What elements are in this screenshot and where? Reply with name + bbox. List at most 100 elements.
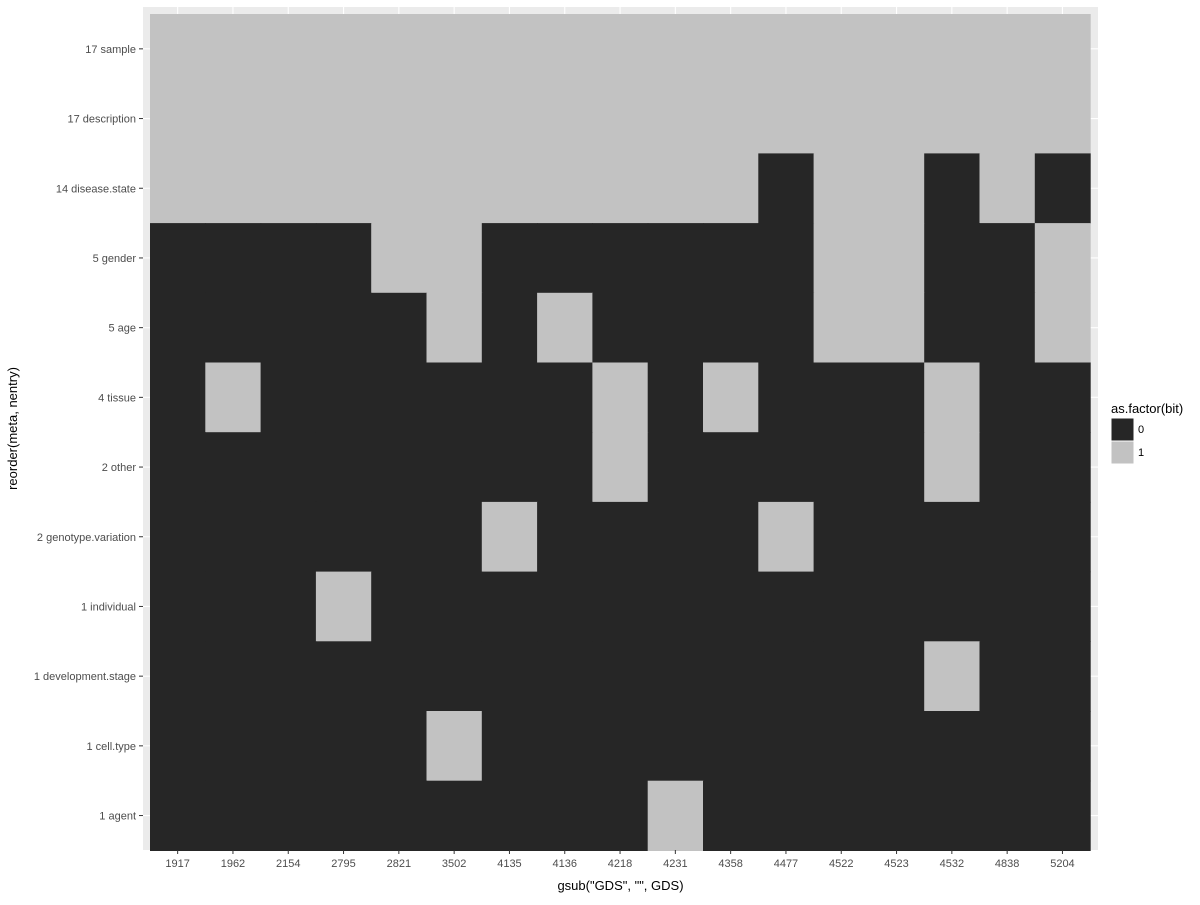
heatmap-cell (592, 711, 649, 782)
heatmap-cell (647, 501, 704, 573)
x-tick-label: 1962 (221, 858, 245, 870)
heatmap-cell (703, 153, 759, 224)
y-tick-label: 1 development.stage (34, 671, 136, 683)
x-tick-label: 1917 (165, 858, 189, 870)
heatmap-cell (647, 14, 704, 85)
heatmap-cell (150, 362, 206, 433)
heatmap-cell (1034, 362, 1091, 433)
heatmap-cell (537, 153, 593, 224)
heatmap-cell (979, 83, 1036, 154)
x-tick-label: 2154 (276, 858, 300, 870)
heatmap-cell (647, 711, 704, 782)
heatmap-cell (426, 641, 483, 712)
heatmap-cell (703, 83, 759, 154)
heatmap-cell (537, 711, 593, 782)
heatmap-cell (371, 362, 428, 433)
y-tick-label: 2 genotype.variation (37, 532, 136, 544)
x-tick-label: 4358 (718, 858, 742, 870)
heatmap-cell (426, 14, 483, 85)
heatmap-cell (924, 641, 981, 712)
heatmap-cell (371, 83, 428, 154)
heatmap-cell (260, 292, 317, 364)
x-axis-title: gsub("GDS", "", GDS) (557, 878, 683, 893)
heatmap-cell (371, 432, 428, 503)
heatmap-cell (371, 153, 428, 224)
heatmap-cell (481, 780, 538, 851)
heatmap-cell (979, 14, 1036, 85)
y-tick-label: 17 sample (85, 44, 136, 56)
y-axis-title: reorder(meta, nentry) (5, 367, 20, 490)
heatmap-cell (315, 641, 372, 712)
heatmap-cell (205, 223, 262, 294)
heatmap-cell (813, 223, 870, 294)
x-tick-label: 4532 (940, 858, 964, 870)
heatmap-cell (315, 711, 372, 782)
heatmap-cell (150, 223, 206, 294)
heatmap-cell (592, 362, 649, 433)
heatmap-cell (979, 223, 1036, 294)
heatmap-cell (647, 153, 704, 224)
heatmap-cell (758, 501, 815, 573)
heatmap-cell (813, 14, 870, 85)
heatmap-cell (924, 14, 981, 85)
heatmap-cell (371, 501, 428, 573)
heatmap-cell (481, 83, 538, 154)
heatmap-cell (481, 362, 538, 433)
heatmap-cell (481, 223, 538, 294)
heatmap-cell (371, 14, 428, 85)
heatmap-cell (813, 83, 870, 154)
heatmap-cell (537, 780, 593, 851)
heatmap-cell (813, 711, 870, 782)
heatmap-cell (481, 571, 538, 642)
heatmap-cells (150, 14, 1091, 851)
heatmap-cell (979, 153, 1036, 224)
heatmap-cell (150, 292, 206, 364)
heatmap-cell (703, 223, 759, 294)
x-tick-label: 5204 (1050, 858, 1074, 870)
heatmap-cell (426, 501, 483, 573)
y-axis-ticks: 17 sample 17 description 14 disease.state 5… (34, 44, 143, 823)
y-tick-label: 14 disease.state (56, 183, 136, 195)
heatmap-cell (924, 432, 981, 503)
heatmap-cell (371, 641, 428, 712)
x-tick-label: 4477 (774, 858, 798, 870)
heatmap-cell (813, 571, 870, 642)
heatmap-cell (813, 501, 870, 573)
heatmap-cell (979, 501, 1036, 573)
heatmap-cell (260, 641, 317, 712)
heatmap-cell (758, 223, 815, 294)
y-tick-label: 4 tissue (98, 392, 136, 404)
x-tick-label: 4838 (995, 858, 1019, 870)
heatmap-cell (315, 571, 372, 642)
heatmap-cell (592, 571, 649, 642)
heatmap-cell (758, 780, 815, 851)
heatmap-cell (703, 362, 759, 433)
heatmap-cell (758, 432, 815, 503)
legend-label: 0 (1138, 424, 1144, 436)
heatmap-cell (703, 292, 759, 364)
heatmap-cell (813, 432, 870, 503)
heatmap-cell (426, 362, 483, 433)
y-tick-label: 5 age (108, 323, 136, 335)
heatmap-cell (481, 432, 538, 503)
heatmap-cell (205, 432, 262, 503)
heatmap-cell (537, 83, 593, 154)
heatmap-cell (647, 780, 704, 851)
heatmap-cell (1034, 432, 1091, 503)
heatmap-cell (371, 711, 428, 782)
x-tick-label: 3502 (442, 858, 466, 870)
heatmap-cell (150, 711, 206, 782)
heatmap-cell (481, 153, 538, 224)
heatmap-cell (979, 780, 1036, 851)
heatmap-cell (426, 292, 483, 364)
heatmap-cell (315, 14, 372, 85)
heatmap-cell (481, 501, 538, 573)
heatmap-cell (979, 432, 1036, 503)
heatmap-cell (260, 14, 317, 85)
heatmap-cell (260, 362, 317, 433)
heatmap-cell (868, 14, 925, 85)
heatmap-cell (592, 153, 649, 224)
heatmap-cell (426, 711, 483, 782)
heatmap-cell (426, 223, 483, 294)
